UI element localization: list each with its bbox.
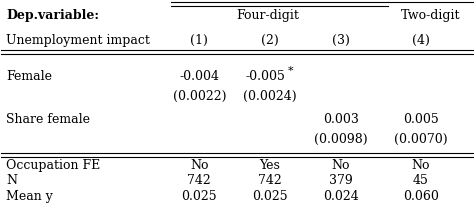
Text: 742: 742 [258, 174, 282, 186]
Text: (1): (1) [191, 34, 208, 47]
Text: (0.0098): (0.0098) [314, 132, 367, 145]
Text: 0.024: 0.024 [323, 189, 358, 202]
Text: No: No [190, 158, 209, 171]
Text: *: * [288, 65, 293, 75]
Text: Dep.variable:: Dep.variable: [6, 9, 99, 22]
Text: 0.005: 0.005 [403, 113, 438, 126]
Text: (4): (4) [412, 34, 430, 47]
Text: Female: Female [6, 70, 52, 82]
Text: (0.0070): (0.0070) [394, 132, 447, 145]
Text: 45: 45 [413, 174, 428, 186]
Text: Mean y: Mean y [6, 189, 53, 202]
Text: -0.005: -0.005 [246, 70, 285, 82]
Text: Two-digit: Two-digit [401, 9, 460, 22]
Text: Unemployment impact: Unemployment impact [6, 34, 150, 47]
Text: Yes: Yes [260, 158, 281, 171]
Text: 0.003: 0.003 [323, 113, 359, 126]
Text: 0.025: 0.025 [182, 189, 217, 202]
Text: (3): (3) [332, 34, 350, 47]
Text: No: No [331, 158, 350, 171]
Text: (0.0022): (0.0022) [173, 89, 226, 102]
Text: Occupation FE: Occupation FE [6, 158, 100, 171]
Text: 0.060: 0.060 [403, 189, 439, 202]
Text: (2): (2) [261, 34, 279, 47]
Text: -0.004: -0.004 [179, 70, 219, 82]
Text: Four-digit: Four-digit [236, 9, 299, 22]
Text: (0.0024): (0.0024) [243, 89, 297, 102]
Text: Share female: Share female [6, 113, 90, 126]
Text: No: No [411, 158, 430, 171]
Text: N: N [6, 174, 17, 186]
Text: 0.025: 0.025 [252, 189, 288, 202]
Text: 379: 379 [329, 174, 353, 186]
Text: 742: 742 [187, 174, 211, 186]
